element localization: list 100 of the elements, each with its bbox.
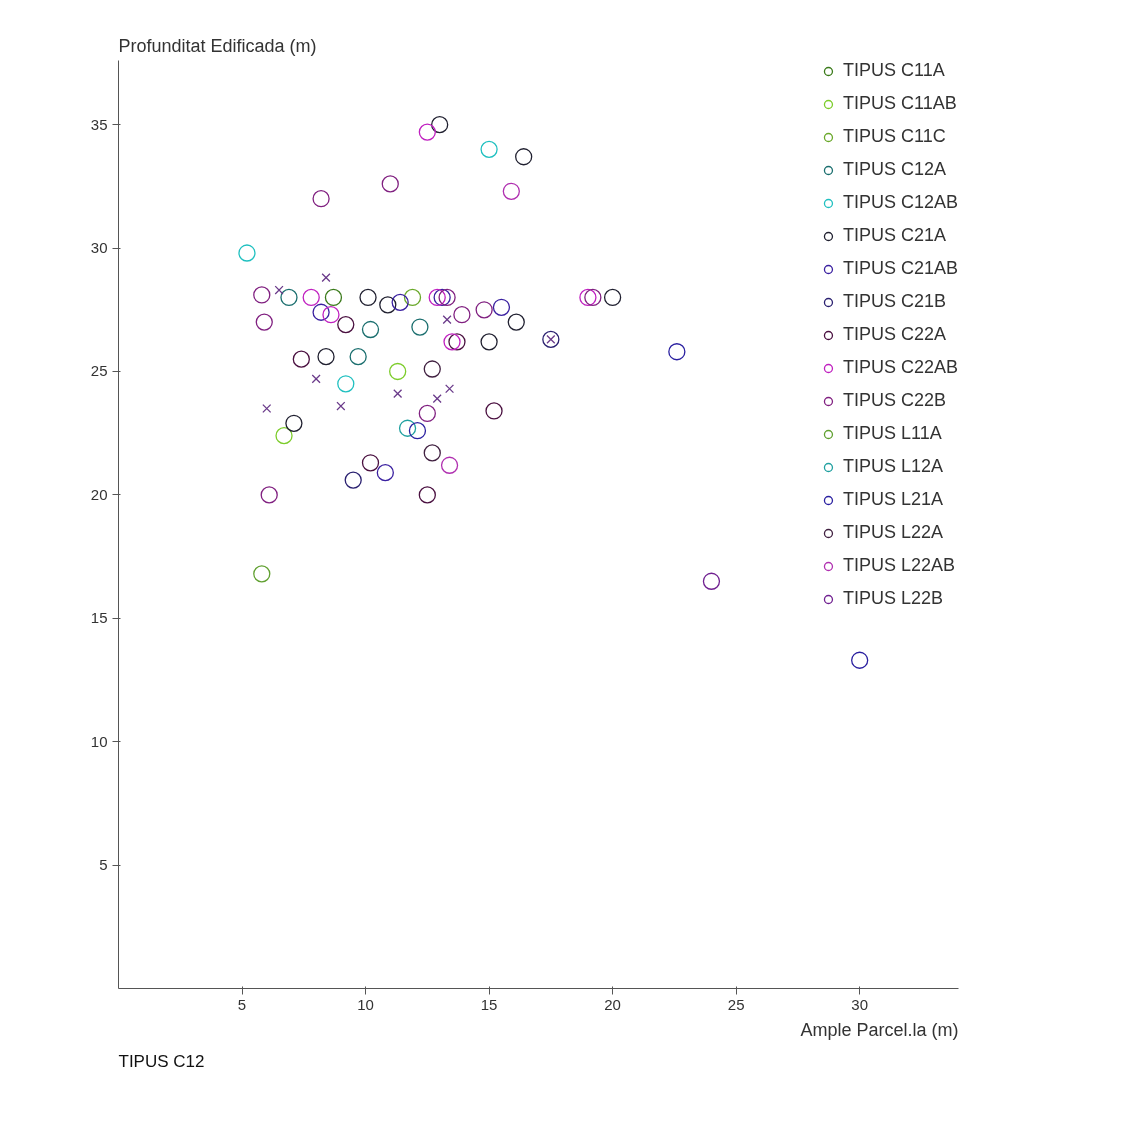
point [311, 374, 321, 384]
point [255, 313, 273, 331]
legend-label: TIPUS C21A [842, 225, 946, 246]
legend-label: TIPUS C11A [842, 60, 945, 81]
point [851, 651, 869, 669]
point [480, 140, 498, 158]
legend-label: TIPUS C21AB [842, 258, 958, 279]
point [432, 394, 442, 404]
point [418, 123, 436, 141]
y-axis-title: Profunditat Edificada (m) [118, 35, 317, 56]
point [361, 320, 380, 339]
point [302, 288, 320, 307]
point [285, 414, 303, 432]
point [515, 148, 533, 166]
point [322, 306, 340, 324]
legend-label: TIPUS C11AB [842, 93, 957, 114]
point [668, 343, 686, 361]
point [502, 182, 520, 200]
point [312, 190, 330, 208]
x-axis-title: Ample Parcel.la (m) [800, 1019, 959, 1040]
legend-label: TIPUS C21B [842, 291, 946, 312]
point [411, 318, 429, 336]
point [361, 454, 380, 472]
point [324, 288, 343, 307]
point [603, 288, 622, 307]
y-tick-label: 15 [90, 609, 108, 627]
point [445, 384, 455, 394]
point [438, 288, 456, 307]
point [448, 333, 466, 351]
point [389, 362, 407, 381]
point [408, 422, 427, 440]
point [475, 301, 493, 319]
point [253, 286, 271, 304]
x-tick-label: 20 [604, 995, 621, 1013]
x-tick-label: 25 [727, 995, 745, 1013]
point [379, 296, 397, 314]
legend-label: TIPUS L12A [842, 456, 943, 477]
x-tick-label: 10 [357, 995, 374, 1013]
legend-label: TIPUS C12A [842, 159, 946, 180]
point [337, 375, 355, 393]
point [317, 348, 335, 366]
point [391, 293, 409, 312]
legend-label: TIPUS L22AB [842, 555, 956, 576]
point [337, 315, 355, 334]
legend-label: TIPUS C22A [842, 324, 946, 345]
point [260, 486, 278, 504]
point [507, 313, 525, 331]
point [423, 444, 441, 462]
legend-label: TIPUS L22B [842, 588, 943, 609]
text: TIPUS C12 [118, 1051, 205, 1071]
x-tick-label: 15 [480, 995, 498, 1013]
y-tick-label: 5 [99, 856, 108, 874]
point [393, 389, 403, 399]
y-tick-label: 30 [90, 239, 108, 257]
point [485, 402, 503, 420]
legend-label: TIPUS C22AB [842, 357, 958, 378]
point [428, 288, 446, 307]
point [262, 403, 272, 414]
y-tick-label: 35 [90, 115, 108, 133]
point [442, 315, 452, 325]
legend-label: TIPUS C12AB [842, 192, 958, 213]
point [403, 288, 422, 307]
point [584, 288, 602, 307]
point [423, 360, 441, 378]
point [418, 404, 436, 423]
point [274, 285, 284, 295]
point [431, 116, 449, 134]
legend-label: TIPUS C22B [842, 390, 946, 411]
legend-label: TIPUS C11C [842, 126, 946, 147]
point [398, 419, 417, 437]
x-tick-label: 5 [237, 995, 247, 1013]
x-tick-label: 30 [851, 995, 869, 1013]
point [579, 288, 597, 307]
point [480, 333, 498, 351]
point [440, 456, 459, 474]
point [349, 348, 367, 366]
point [453, 306, 471, 324]
y-tick-label: 10 [90, 732, 108, 750]
point [418, 486, 436, 504]
point [275, 427, 293, 445]
y-tick-label: 25 [90, 362, 108, 380]
point [359, 288, 377, 307]
point [321, 273, 331, 283]
point [433, 288, 451, 307]
point [542, 330, 560, 349]
point [238, 244, 256, 262]
point [280, 288, 298, 307]
point [312, 303, 330, 321]
point [492, 298, 511, 316]
point [443, 333, 461, 351]
legend-label: TIPUS L21A [842, 489, 943, 510]
point [381, 175, 399, 193]
point [292, 350, 310, 368]
point [376, 464, 394, 482]
point [253, 565, 271, 583]
y-tick-label: 20 [90, 485, 108, 503]
point [344, 471, 362, 489]
legend-label: TIPUS L11A [842, 423, 942, 444]
point [702, 572, 721, 590]
legend-label: TIPUS L22A [842, 522, 943, 543]
